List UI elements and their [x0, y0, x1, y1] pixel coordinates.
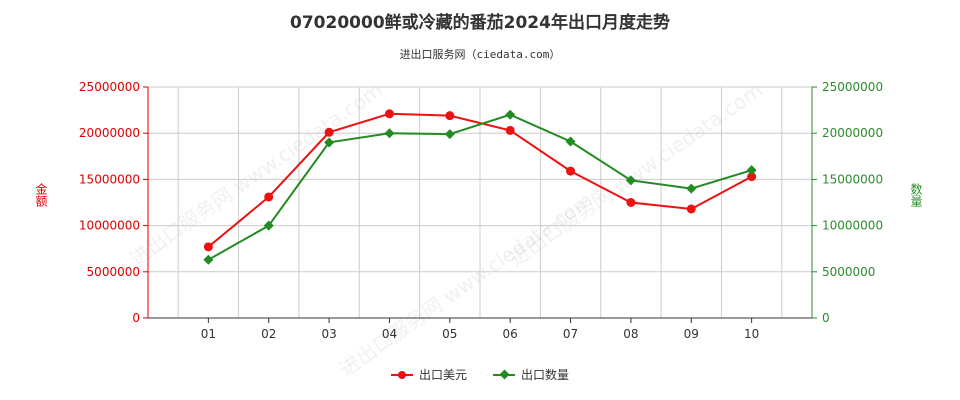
chart-title: 07020000鲜或冷藏的番茄2024年出口月度走势 [290, 13, 670, 33]
y-axis-left-label: 金额 [34, 183, 48, 207]
series-1-point-05[interactable] [444, 129, 455, 140]
x-tick-label-01: 01 [201, 327, 216, 341]
y-left-tick-label-5: 25000000 [79, 80, 140, 94]
y-right-tick-label-5: 25000000 [822, 80, 883, 94]
legend-label-export-usd: 出口美元 [418, 368, 467, 382]
series-line-1 [207, 113, 752, 261]
y-right-tick-label-2: 10000000 [822, 219, 883, 233]
y-left-tick-label-3: 15000000 [79, 172, 140, 186]
y-right-tick-label-4: 20000000 [822, 126, 883, 140]
series-0-point-06[interactable] [505, 125, 515, 135]
watermark-2: 进出口服务网 www.ciedata.com [335, 188, 597, 381]
legend-label-export-qty: 出口数量 [521, 368, 570, 382]
legend-swatch-green [493, 369, 515, 380]
series-0-point-05[interactable] [445, 111, 455, 121]
series-1-point-07[interactable] [565, 136, 576, 147]
legend: 出口美元 出口数量 [0, 366, 960, 383]
series-line-0 [207, 112, 753, 248]
series-1-point-10[interactable] [746, 165, 757, 176]
series-0-point-08[interactable] [626, 198, 636, 207]
series-1-point-09[interactable] [686, 183, 697, 194]
series-1-point-01[interactable] [203, 254, 214, 265]
x-tick-label-06: 06 [503, 327, 518, 341]
series-0-point-03[interactable] [324, 127, 334, 137]
x-tick-label-02: 02 [261, 327, 276, 341]
series-0-point-04[interactable] [384, 109, 394, 119]
series-0-point-09[interactable] [686, 204, 696, 214]
series-0-point-01[interactable] [203, 242, 213, 252]
legend-swatch-red [390, 370, 413, 380]
y-left-tick-label-4: 20000000 [79, 126, 140, 140]
legend-item-export-usd[interactable]: 出口美元 [390, 366, 467, 383]
x-tick-label-03: 03 [321, 327, 336, 341]
watermark-0: 进出口服务网 www.ciedata.com [125, 78, 387, 271]
y-left-tick-label-1: 5000000 [87, 265, 140, 279]
x-tick-label-05: 05 [442, 327, 457, 341]
x-tick-label-09: 09 [684, 327, 699, 341]
series-1-point-08[interactable] [625, 175, 636, 186]
y-right-tick-label-3: 15000000 [822, 172, 883, 186]
legend-item-export-qty[interactable]: 出口数量 [493, 366, 569, 383]
y-left-tick-label-0: 0 [132, 311, 140, 325]
series-1-point-06[interactable] [505, 109, 516, 120]
y-axis-right-label: 数量 [909, 183, 923, 207]
series-0-point-02[interactable] [264, 192, 274, 202]
series-1-point-03[interactable] [324, 137, 335, 148]
series-0-point-07[interactable] [566, 166, 576, 176]
x-tick-label-08: 08 [623, 327, 638, 341]
series-0-point-10[interactable] [747, 172, 757, 182]
x-tick-label-04: 04 [382, 327, 397, 341]
series-1-point-04[interactable] [384, 128, 395, 139]
x-tick-label-10: 10 [744, 327, 759, 341]
series-1-point-02[interactable] [263, 220, 274, 231]
x-tick-label-07: 07 [563, 327, 578, 341]
y-right-tick-label-0: 0 [822, 311, 830, 325]
y-left-tick-label-2: 10000000 [79, 219, 140, 233]
y-right-tick-label-1: 5000000 [822, 265, 875, 279]
chart-subtitle: 进出口服务网（ciedata.com） [399, 48, 561, 61]
